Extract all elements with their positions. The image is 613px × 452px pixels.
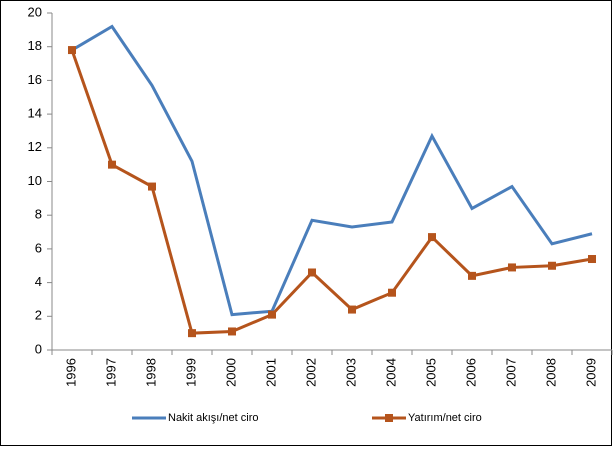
y-tick-label: 0: [35, 341, 42, 356]
y-tick-label: 4: [35, 274, 42, 289]
point-marker: [348, 305, 356, 314]
point-marker: [588, 255, 596, 264]
x-tick-label: 2009: [583, 358, 598, 387]
legend-label: Yatırım/net ciro: [408, 412, 482, 424]
x-tick-label: 1996: [63, 358, 78, 387]
x-tick-label: 1998: [143, 358, 158, 387]
x-tick-label: 1997: [103, 358, 118, 387]
point-marker: [508, 263, 516, 272]
series-line: [71, 24, 593, 317]
point-marker: [68, 46, 76, 55]
x-tick-label: 2000: [223, 358, 238, 387]
point-marker: [108, 160, 116, 169]
x-tick-label: 2006: [463, 358, 478, 387]
point-marker: [468, 271, 476, 280]
x-tick-label: 1999: [183, 358, 198, 387]
x-tick-label: 2002: [303, 358, 318, 387]
y-tick-label: 2: [35, 308, 42, 323]
point-marker: [148, 182, 156, 191]
point-marker: [388, 288, 396, 297]
point-marker: [188, 329, 196, 338]
x-tick-label: 2004: [383, 358, 398, 387]
point-marker: [428, 233, 436, 242]
y-tick-label: 12: [28, 139, 42, 154]
point-marker: [268, 310, 276, 319]
y-tick-label: 8: [35, 207, 42, 222]
legend-marker: [385, 414, 393, 422]
y-tick-label: 14: [28, 106, 42, 121]
x-tick-label: 2005: [423, 358, 438, 387]
x-tick-label: 2001: [263, 358, 278, 387]
point-marker: [308, 268, 316, 277]
y-tick-label: 20: [28, 4, 42, 19]
x-tick-label: 2003: [343, 358, 358, 387]
x-tick-label: 2008: [543, 358, 558, 387]
y-tick-label: 6: [35, 240, 42, 255]
point-marker: [228, 327, 236, 336]
x-tick-label: 2007: [503, 358, 518, 387]
point-marker: [548, 261, 556, 270]
y-tick-label: 18: [28, 38, 42, 53]
legend-label: Nakit akışı/net ciro: [168, 412, 258, 424]
y-tick-label: 16: [28, 72, 42, 87]
series-line: [70, 49, 593, 335]
y-tick-label: 10: [28, 173, 42, 188]
